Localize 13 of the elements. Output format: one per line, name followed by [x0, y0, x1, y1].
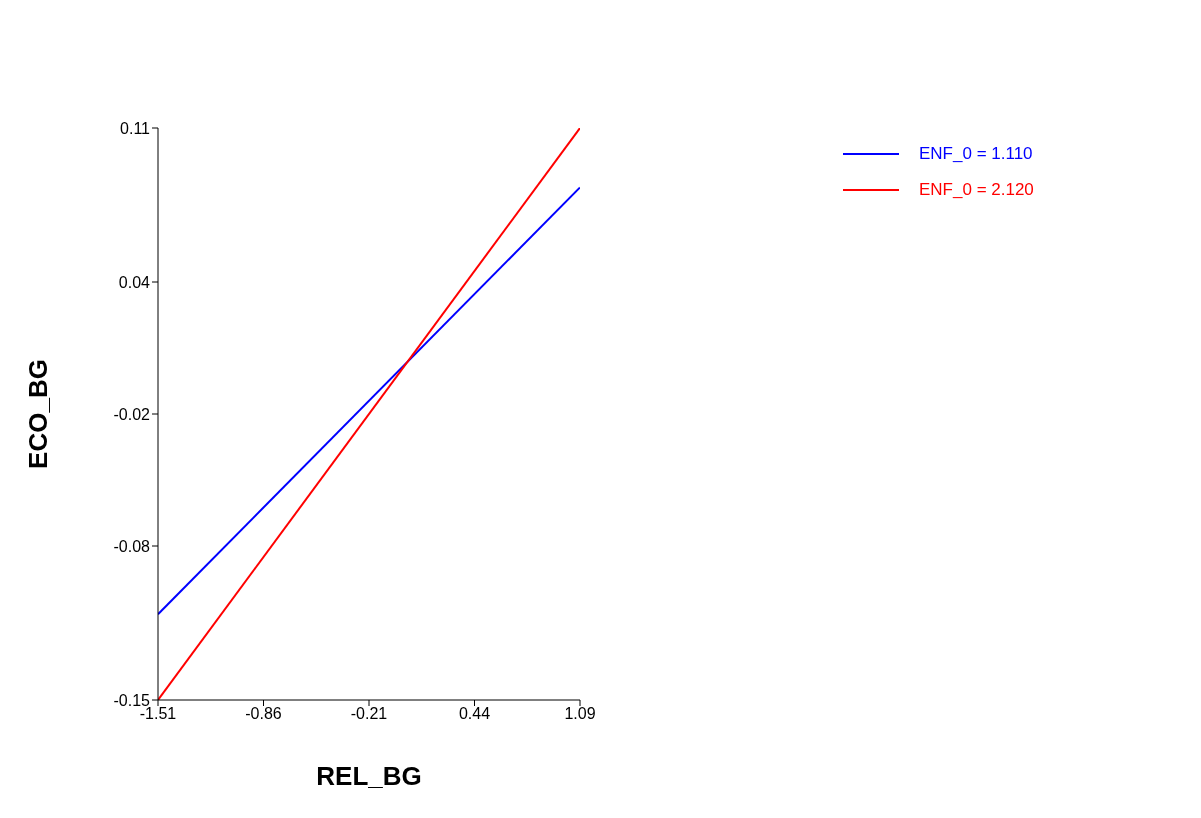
y-tick-label: -0.08 [113, 537, 151, 555]
y-axis-title: ECO_BG [23, 359, 54, 469]
legend-label: ENF_0 = 1.110 [919, 144, 1033, 164]
y-tick-label: 0.04 [118, 273, 151, 291]
x-tick-label: 1.09 [564, 705, 596, 723]
x-tick-label: -0.21 [350, 705, 388, 723]
legend-label: ENF_0 = 2.120 [919, 180, 1034, 200]
y-tick-label: -0.02 [113, 405, 151, 423]
x-tick-label: -1.51 [139, 705, 177, 723]
x-tick-label: 0.44 [458, 705, 491, 723]
x-tick-label: -0.86 [245, 705, 282, 723]
y-tick-label: 0.11 [120, 119, 151, 137]
x-axis-title: REL_BG [316, 761, 422, 791]
